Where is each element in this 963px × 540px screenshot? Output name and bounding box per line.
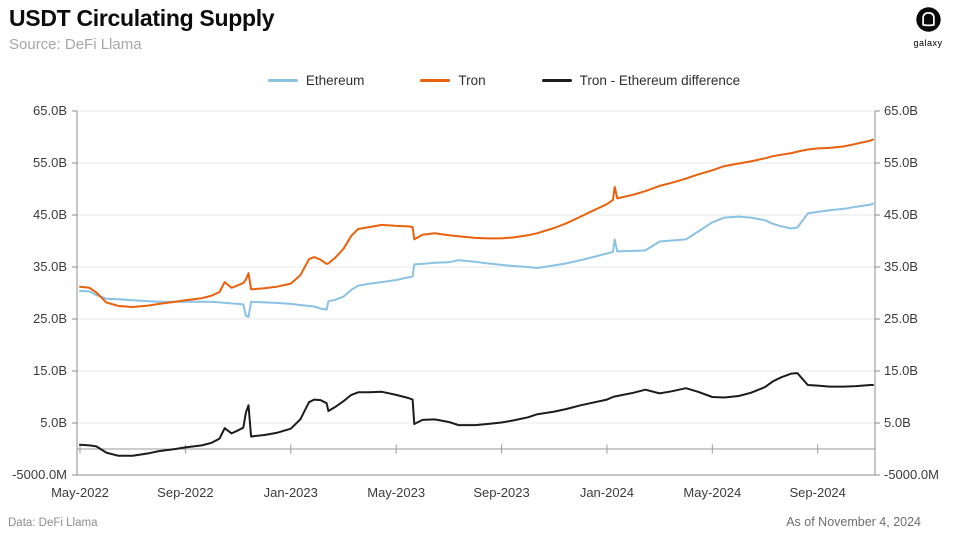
galaxy-helmet-icon xyxy=(915,7,941,32)
series-line-tron xyxy=(79,138,874,308)
y-axis-label-right: 45.0B xyxy=(884,207,918,222)
y-axis-label-left: 35.0B xyxy=(33,259,67,274)
legend-line-swatch xyxy=(541,79,572,82)
x-axis-label: Sep-2023 xyxy=(473,485,530,500)
x-axis-label: Sep-2022 xyxy=(157,485,214,500)
chart-legend: Ethereum Tron Tron - Ethereum difference xyxy=(105,73,903,88)
legend-item-ethereum[interactable]: Ethereum xyxy=(267,73,365,88)
legend-item-tron[interactable]: Tron xyxy=(420,73,486,88)
page-subtitle: Source: DeFi Llama xyxy=(9,36,142,53)
series-line-tron-ethereum-difference xyxy=(79,372,874,457)
galaxy-logo: galaxy xyxy=(903,6,953,48)
y-axis-label-right: 35.0B xyxy=(884,259,918,274)
y-axis-label-left: 45.0B xyxy=(33,207,67,222)
x-axis-label: Jan-2024 xyxy=(579,485,635,500)
footer-as-of-date: As of November 4, 2024 xyxy=(786,515,921,529)
y-axis-label-left: 25.0B xyxy=(33,311,67,326)
legend-line-swatch xyxy=(420,79,451,82)
page-title: USDT Circulating Supply xyxy=(9,5,275,31)
series-line-ethereum xyxy=(79,202,874,318)
y-axis-label-right: 15.0B xyxy=(884,363,918,378)
y-axis-label-left: 65.0B xyxy=(33,103,67,118)
y-axis-label-left: 15.0B xyxy=(33,363,67,378)
legend-label: Ethereum xyxy=(305,73,365,88)
x-axis-label: Jan-2023 xyxy=(263,485,318,500)
legend-line-swatch xyxy=(267,79,298,82)
x-axis-label: Sep-2024 xyxy=(789,485,846,500)
y-axis-label-left: -5000.0M xyxy=(12,467,67,482)
y-axis-label-right: 65.0B xyxy=(884,103,918,118)
y-axis-label-right: 5.0B xyxy=(884,415,911,430)
x-axis-label: May-2024 xyxy=(683,485,742,500)
y-axis-label-left: 55.0B xyxy=(33,155,67,170)
x-axis-label: May-2023 xyxy=(367,485,426,500)
x-axis-label: May-2022 xyxy=(51,485,109,500)
legend-label: Tron - Ethereum difference xyxy=(579,73,741,88)
y-axis-label-right: 25.0B xyxy=(884,311,918,326)
y-axis-label-right: -5000.0M xyxy=(884,467,939,482)
legend-item-tron-ethereum-difference[interactable]: Tron - Ethereum difference xyxy=(541,73,741,88)
y-axis-label-left: 5.0B xyxy=(40,415,67,430)
legend-label: Tron xyxy=(458,73,486,88)
y-axis-label-right: 55.0B xyxy=(884,155,918,170)
logo-label: galaxy xyxy=(913,38,943,48)
footer-data-source: Data: DeFi Llama xyxy=(8,517,98,529)
